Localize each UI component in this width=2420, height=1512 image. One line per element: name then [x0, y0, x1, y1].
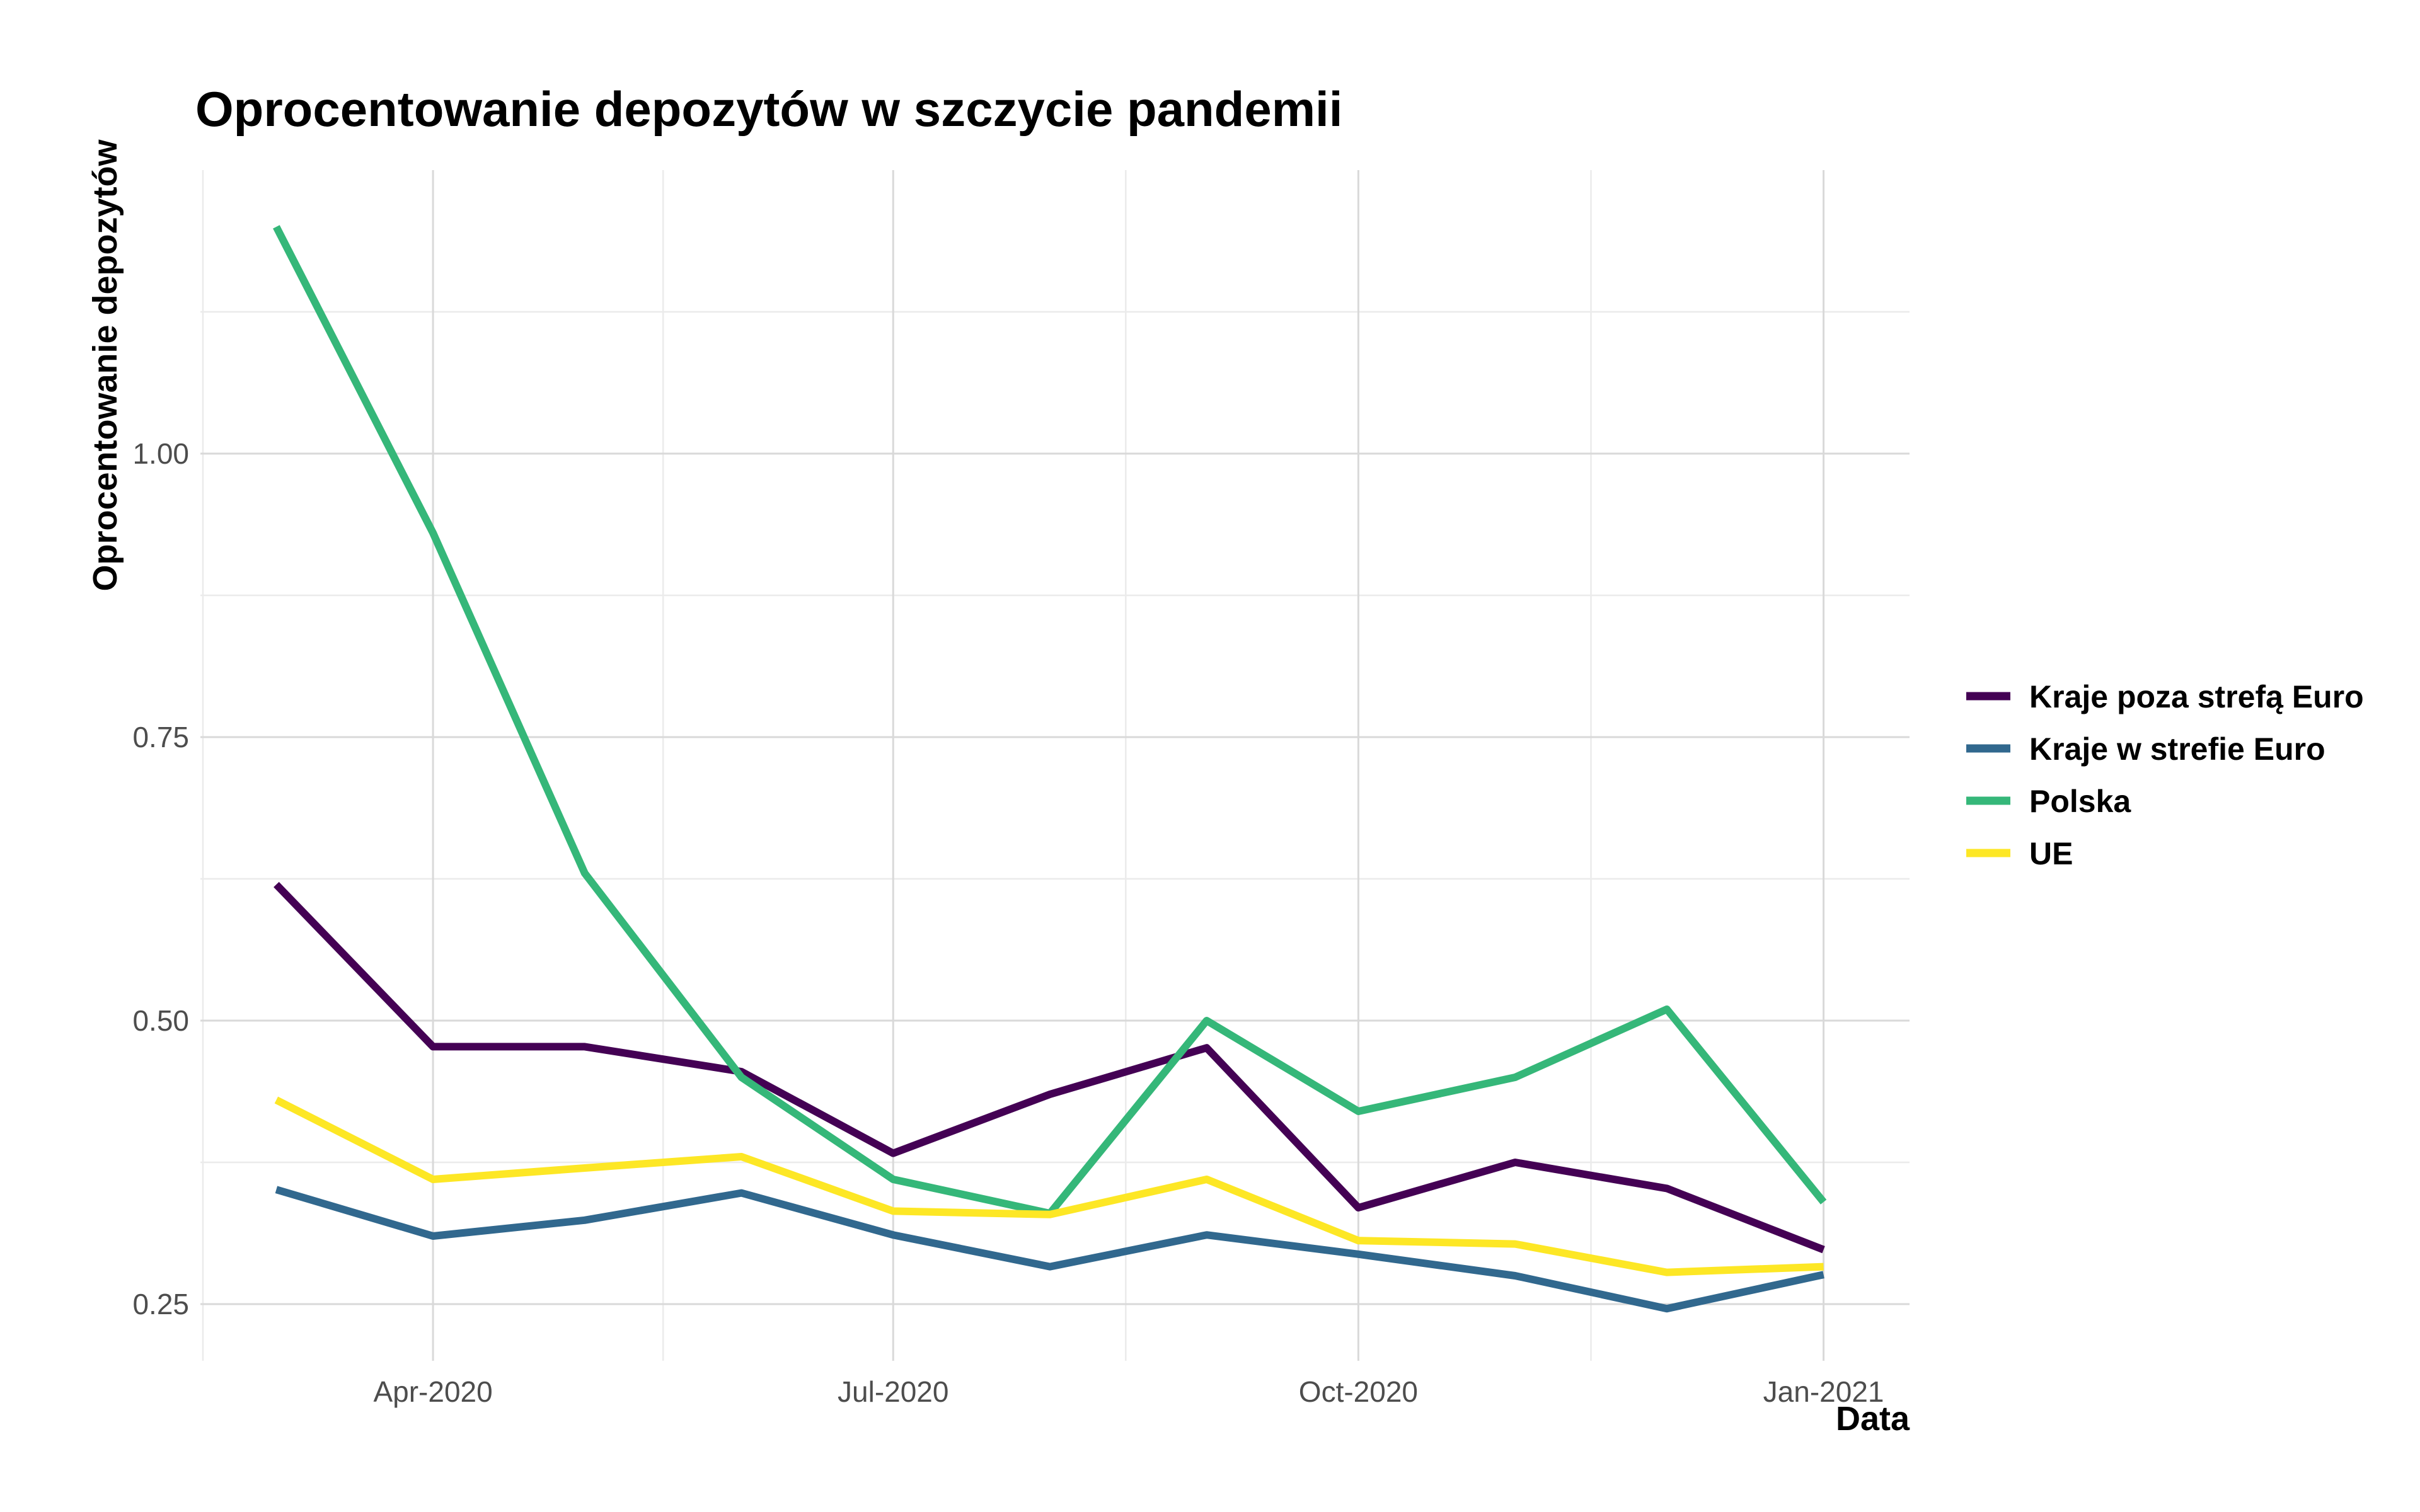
legend-label: Kraje poza strefą Euro: [2029, 679, 2364, 714]
y-axis-title: Oprocentowanie depozytów: [86, 139, 124, 591]
x-tick-label: Apr-2020: [373, 1375, 492, 1408]
series-line-2: [275, 1186, 1824, 1313]
x-tick-label: Jul-2020: [838, 1375, 948, 1408]
chart-title: Oprocentowanie depozytów w szczycie pand…: [195, 81, 1342, 137]
legend-label: UE: [2029, 836, 2073, 871]
y-tick-label: 1.00: [132, 437, 189, 470]
y-tick-label: 0.50: [132, 1004, 189, 1037]
legend-label: Kraje w strefie Euro: [2029, 731, 2325, 767]
y-tick-label: 0.25: [132, 1288, 189, 1320]
grid: [200, 170, 1910, 1361]
y-tick-label: 0.75: [132, 721, 189, 753]
series-line-4: [274, 1096, 1824, 1276]
y-axis-ticks: 0.25 0.50 0.75 1.00: [132, 437, 189, 1320]
legend: Kraje poza strefą Euro Kraje w strefie Eu…: [1966, 679, 2364, 871]
x-tick-label: Oct-2020: [1299, 1375, 1418, 1408]
x-axis-ticks: Apr-2020 Jul-2020 Oct-2020 Jan-2021: [373, 1375, 1884, 1408]
series-layer: [273, 225, 1827, 1313]
series-line-1: [274, 881, 1825, 1254]
x-tick-label: Jan-2021: [1763, 1375, 1884, 1408]
legend-label: Polska: [2029, 784, 2131, 819]
x-axis-title: Data: [1836, 1400, 1910, 1438]
